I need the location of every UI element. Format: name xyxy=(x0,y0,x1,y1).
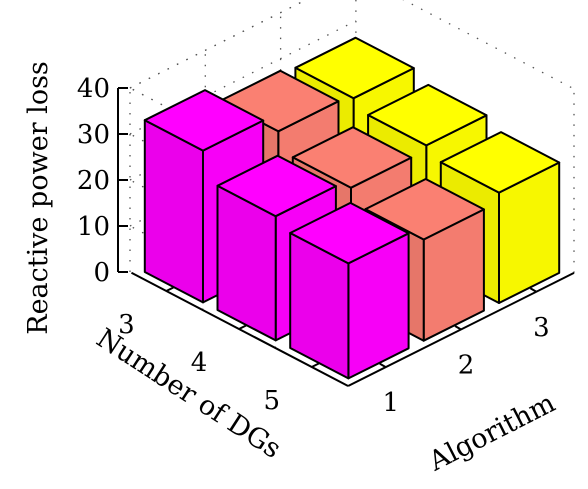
bar-top-face xyxy=(289,201,410,265)
x-tick xyxy=(529,287,537,293)
y-tick-label: 4 xyxy=(191,348,208,378)
x-axis-title: Algorithm xyxy=(423,388,560,478)
x-tick xyxy=(379,362,387,369)
y-tick xyxy=(311,362,320,368)
bar-top-face xyxy=(367,83,488,147)
z-tick-label: 10 xyxy=(77,212,110,242)
y-tick-label: 5 xyxy=(263,386,280,416)
x-tick-label: 2 xyxy=(458,350,475,380)
x-tick-label: 1 xyxy=(382,388,399,418)
bars xyxy=(143,36,561,380)
y-tick xyxy=(238,324,247,330)
y-tick-label: 3 xyxy=(118,310,135,340)
bar-top-face xyxy=(143,89,265,152)
x-tick xyxy=(454,325,462,331)
axes: 0 10 20 30 40 3 4 5 1 2 3 xyxy=(77,74,575,418)
z-tick-label: 0 xyxy=(93,258,110,288)
x-tick-label: 3 xyxy=(533,313,550,343)
bar-top-face xyxy=(439,131,561,194)
y-axis-title: Number of DGs xyxy=(91,323,287,465)
z-axis-title: Reactive power loss xyxy=(23,61,54,335)
bar-top-face xyxy=(294,36,415,100)
z-tick-label: 40 xyxy=(77,74,110,104)
bar-top-face xyxy=(291,126,413,189)
z-tick-label: 20 xyxy=(77,166,110,196)
bar-top-face xyxy=(216,154,337,218)
bar-top-face xyxy=(364,178,485,241)
y-tick xyxy=(165,286,174,292)
z-tick-label: 30 xyxy=(77,120,110,150)
grid-line xyxy=(129,0,308,89)
bar-alg1-dgs5 xyxy=(289,201,410,380)
bar-side-face xyxy=(143,119,204,304)
